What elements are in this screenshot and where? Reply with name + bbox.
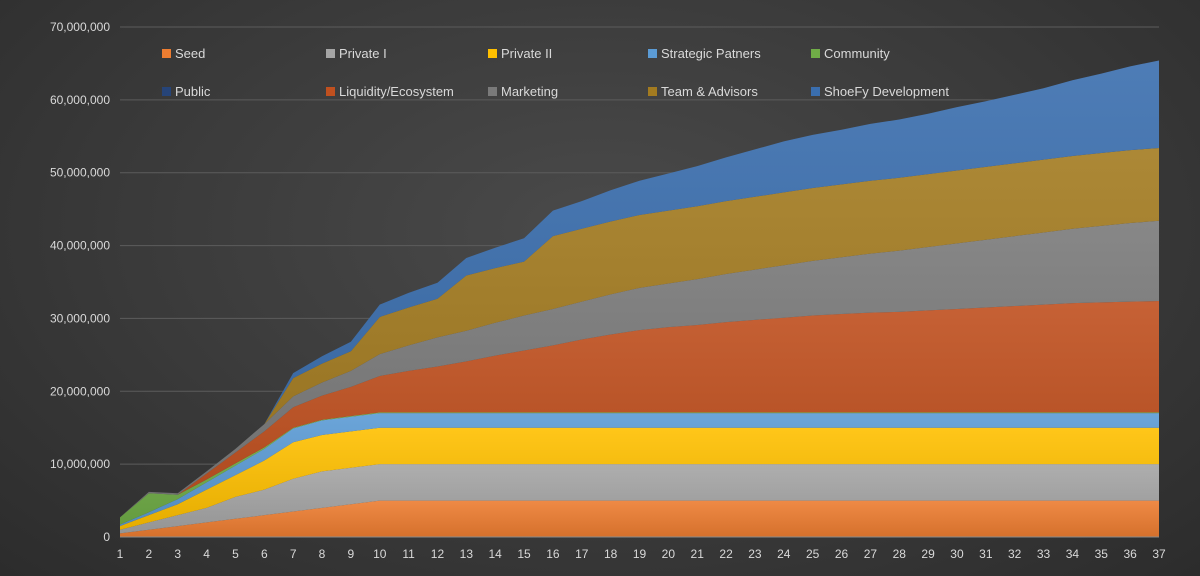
legend-swatch: [326, 87, 335, 96]
x-tick-label: 18: [604, 547, 618, 561]
x-tick-label: 28: [893, 547, 907, 561]
x-tick-label: 25: [806, 547, 820, 561]
area-shade-strategic-patners: [120, 413, 1159, 527]
x-tick-label: 33: [1037, 547, 1051, 561]
x-tick-label: 1: [117, 547, 124, 561]
area-shade-seed: [120, 500, 1159, 537]
x-axis: 1 2 3 4 5 6 7 8 9 10 11 12 13 14 15 16 17 18 19 20 21 22 23 24 2…: [117, 536, 1166, 561]
x-tick-label: 36: [1123, 547, 1137, 561]
area-shade-private-i: [120, 464, 1159, 534]
legend-swatch: [162, 49, 171, 58]
x-tick-label: 23: [748, 547, 762, 561]
y-tick-label: 20,000,000: [50, 384, 110, 398]
x-tick-label: 32: [1008, 547, 1022, 561]
x-tick-label: 19: [633, 547, 647, 561]
x-tick-label: 12: [431, 547, 445, 561]
x-tick-label: 27: [864, 547, 878, 561]
x-tick-label: 29: [921, 547, 935, 561]
y-tick-label: 0: [103, 530, 110, 544]
y-tick-label: 30,000,000: [50, 311, 110, 325]
legend-label: Marketing: [501, 84, 558, 99]
area-shade-private-ii: [120, 427, 1159, 530]
legend-label: Private II: [501, 46, 552, 61]
y-tick-label: 10,000,000: [50, 457, 110, 471]
x-tick-label: 20: [662, 547, 676, 561]
x-tick-label: 5: [232, 547, 239, 561]
x-tick-label: 22: [719, 547, 733, 561]
area-series: [120, 60, 1159, 537]
x-tick-label: 10: [373, 547, 387, 561]
y-tick-label: 40,000,000: [50, 239, 110, 253]
legend-label: Strategic Patners: [661, 46, 761, 61]
legend-label: Team & Advisors: [661, 84, 758, 99]
area-shade-liquidity-ecosystem: [120, 300, 1159, 518]
area-shade-team-advisors: [120, 147, 1159, 518]
x-tick-label: 17: [575, 547, 589, 561]
legend-swatch: [811, 49, 820, 58]
legend-swatch: [162, 87, 171, 96]
x-tick-label: 8: [319, 547, 326, 561]
x-tick-label: 26: [835, 547, 849, 561]
x-tick-label: 34: [1066, 547, 1080, 561]
legend-label: Private I: [339, 46, 387, 61]
y-tick-label: 50,000,000: [50, 166, 110, 180]
legend-label: Seed: [175, 46, 205, 61]
x-tick-label: 15: [517, 547, 531, 561]
legend: Seed Private I Private II Strategic Patners…: [162, 46, 949, 99]
x-tick-label: 9: [348, 547, 355, 561]
legend-label: ShoeFy Development: [824, 84, 949, 99]
legend-swatch: [326, 49, 335, 58]
x-tick-label: 3: [174, 547, 181, 561]
y-axis: 0 10,000,000 20,000,000 30,000,000 40,000,00…: [50, 20, 110, 544]
y-tick-label: 60,000,000: [50, 93, 110, 107]
legend-swatch: [648, 87, 657, 96]
x-tick-label: 35: [1095, 547, 1109, 561]
area-shade-marketing: [120, 220, 1159, 518]
legend-swatch: [648, 49, 657, 58]
area-shade-shoefy-development: [120, 60, 1159, 518]
legend-label: Community: [824, 46, 890, 61]
x-tick-label: 2: [146, 547, 153, 561]
x-tick-label: 31: [979, 547, 993, 561]
y-tick-label: 70,000,000: [50, 20, 110, 34]
x-tick-label: 7: [290, 547, 297, 561]
x-tick-label: 37: [1152, 547, 1166, 561]
legend-swatch: [811, 87, 820, 96]
x-tick-label: 14: [489, 547, 503, 561]
x-tick-label: 13: [460, 547, 474, 561]
x-tick-label: 4: [203, 547, 210, 561]
legend-label: Liquidity/Ecosystem: [339, 84, 454, 99]
x-tick-label: 30: [950, 547, 964, 561]
legend-swatch: [488, 49, 497, 58]
x-tick-label: 16: [546, 547, 560, 561]
legend-label: Public: [175, 84, 211, 99]
x-tick-label: 21: [691, 547, 705, 561]
x-tick-label: 6: [261, 547, 268, 561]
x-tick-label: 24: [777, 547, 791, 561]
x-tick-label: 11: [402, 547, 415, 561]
legend-swatch: [488, 87, 497, 96]
